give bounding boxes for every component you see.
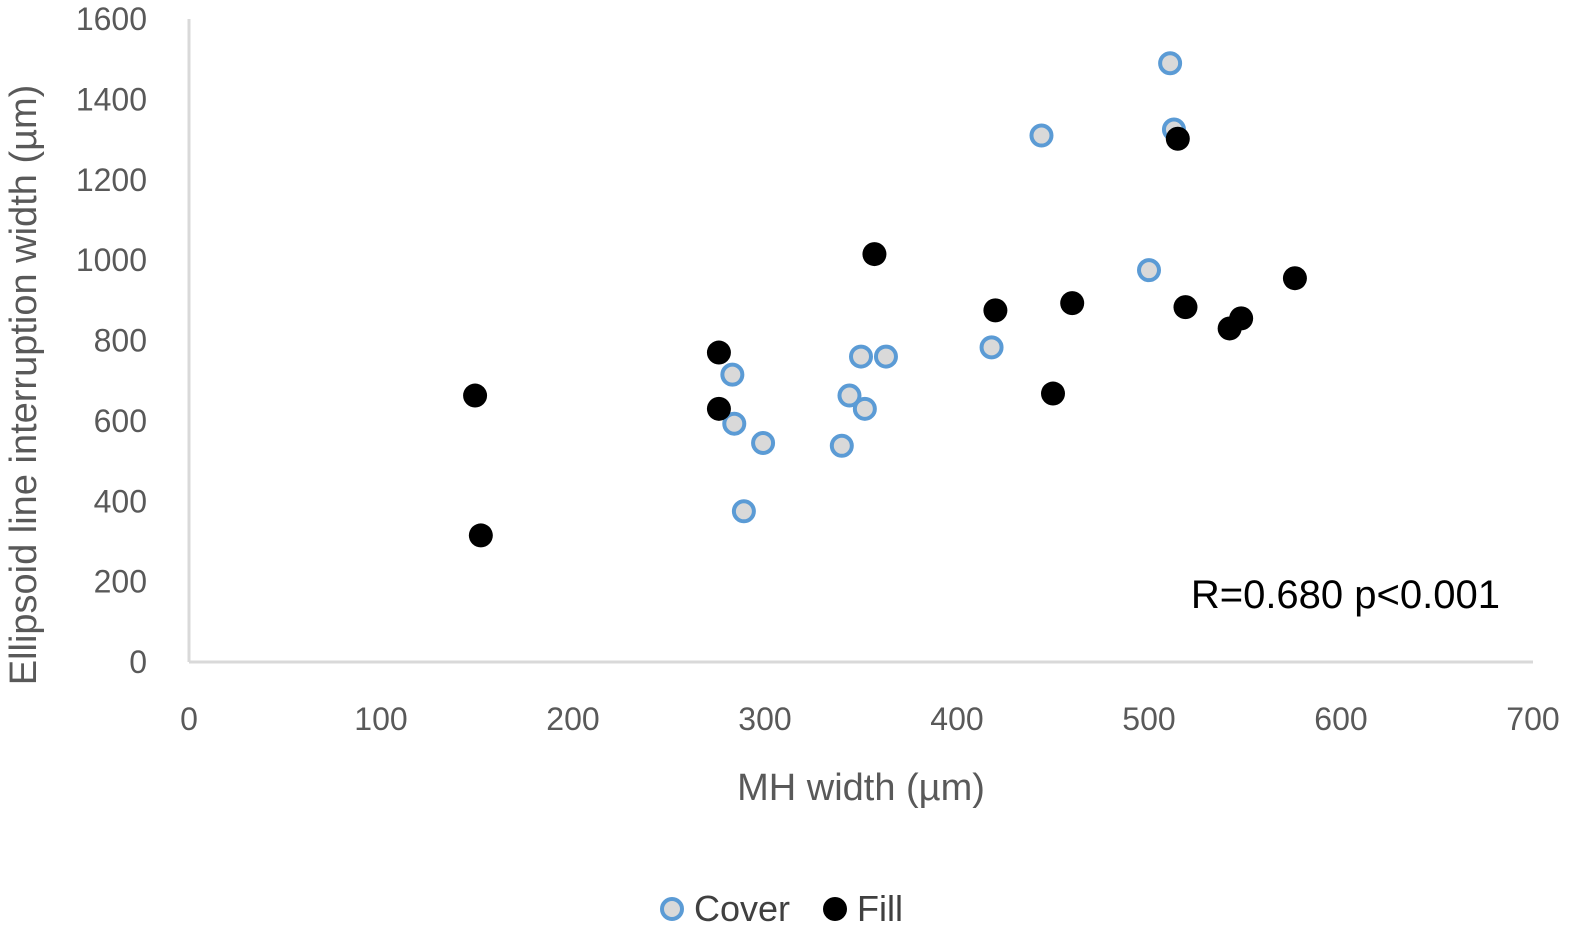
y-tick-label: 0 xyxy=(129,644,147,680)
axes xyxy=(187,19,1533,664)
y-axis-title: Ellipsoid line interruption width (µm) xyxy=(3,85,45,686)
fill-point xyxy=(1060,291,1085,316)
cover-point xyxy=(731,499,756,524)
cover-point xyxy=(979,335,1004,360)
fill-point xyxy=(1041,381,1065,406)
fill-point xyxy=(862,242,887,267)
cover-point xyxy=(852,396,877,421)
y-tick-label: 400 xyxy=(94,483,147,519)
x-tick-label: 500 xyxy=(1122,701,1175,737)
cover-point xyxy=(1158,51,1183,76)
fill-point xyxy=(468,523,493,548)
y-tick-label: 600 xyxy=(94,403,147,439)
cover-point xyxy=(829,433,854,458)
cover-point xyxy=(751,430,776,455)
fill-point xyxy=(706,396,731,421)
x-tick-labels: 0 100 200 300 400 500 600 700 xyxy=(180,701,1560,737)
legend-label-cover: Cover xyxy=(694,888,790,929)
correlation-annotation: R=0.680 p<0.001 xyxy=(1191,573,1500,617)
fill-point xyxy=(1173,295,1198,320)
legend-marker-cover xyxy=(660,897,684,921)
legend: Cover Fill xyxy=(660,888,903,929)
cover-point xyxy=(720,362,745,387)
y-tick-label: 1400 xyxy=(76,81,147,117)
fill-point xyxy=(983,298,1008,323)
cover-point xyxy=(1029,123,1054,148)
data-points xyxy=(463,51,1307,548)
x-tick-label: 0 xyxy=(180,701,198,737)
x-tick-label: 400 xyxy=(930,701,983,737)
cover-point xyxy=(873,344,898,369)
y-tick-label: 1000 xyxy=(76,242,147,278)
y-tick-label: 1200 xyxy=(76,162,147,198)
y-tick-label: 800 xyxy=(94,323,147,359)
x-tick-label: 200 xyxy=(546,701,599,737)
legend-label-fill: Fill xyxy=(857,888,903,929)
fill-point xyxy=(463,383,488,408)
fill-point xyxy=(1282,266,1307,291)
legend-marker-fill xyxy=(823,897,847,921)
x-tick-label: 700 xyxy=(1506,701,1559,737)
x-axis-title: MH width (µm) xyxy=(737,767,985,809)
cover-point xyxy=(837,383,862,408)
y-tick-label: 1600 xyxy=(76,1,147,37)
y-tick-labels: 0 200 400 600 800 1000 1200 1400 1600 xyxy=(76,1,147,680)
x-tick-label: 300 xyxy=(738,701,791,737)
y-tick-label: 200 xyxy=(94,564,147,600)
fill-point xyxy=(706,340,731,365)
cover-point xyxy=(1137,258,1161,283)
x-tick-label: 600 xyxy=(1314,701,1367,737)
cover-point xyxy=(849,344,873,369)
x-tick-label: 100 xyxy=(354,701,407,737)
fill-point xyxy=(1217,316,1242,341)
cover-point xyxy=(722,411,747,436)
fill-point xyxy=(1165,126,1190,151)
